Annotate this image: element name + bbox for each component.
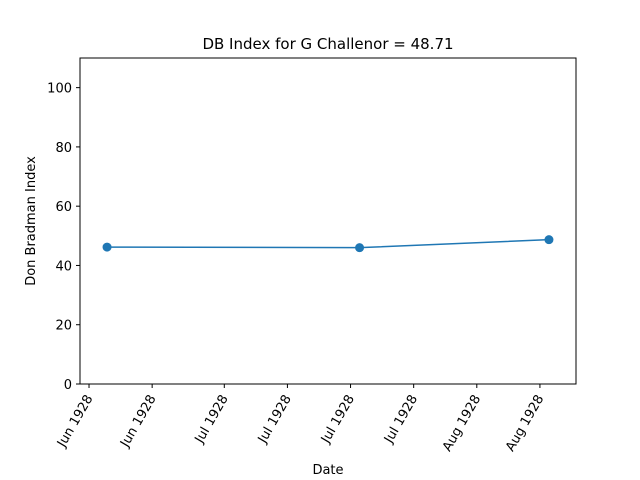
y-axis-label: Don Bradman Index — [24, 156, 39, 286]
x-axis-label: Date — [312, 463, 343, 478]
chart-title: DB Index for G Challenor = 48.71 — [202, 35, 453, 53]
plot-frame — [79, 57, 577, 385]
data-point — [102, 242, 112, 252]
y-axis-ticks: 0 20 40 60 80 100 — [47, 82, 80, 393]
data-point — [544, 235, 554, 245]
series-layer — [102, 235, 554, 253]
y-tick-label: 60 — [55, 200, 72, 215]
data-point — [355, 243, 365, 253]
y-tick-label: 0 — [64, 378, 72, 393]
y-tick-label: 40 — [55, 259, 72, 274]
y-tick-label: 20 — [55, 319, 72, 334]
y-tick-label: 100 — [47, 82, 72, 97]
y-tick-label: 80 — [55, 141, 72, 156]
